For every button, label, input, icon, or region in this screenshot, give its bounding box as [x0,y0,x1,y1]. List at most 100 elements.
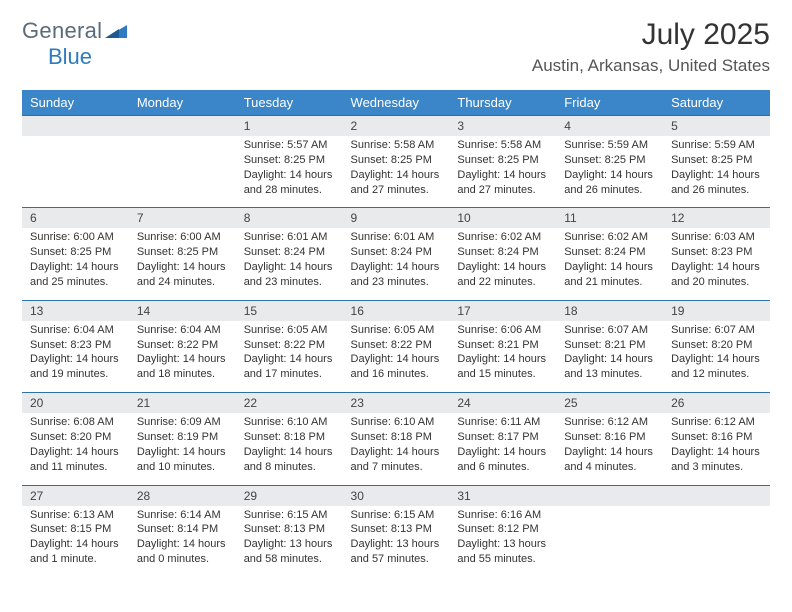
day-number: 17 [449,300,556,321]
day-cell: Sunrise: 6:05 AMSunset: 8:22 PMDaylight:… [343,321,450,393]
sunset-text: Sunset: 8:25 PM [457,153,548,168]
sunrise-text: Sunrise: 6:10 AM [351,415,442,430]
sunrise-text: Sunrise: 6:10 AM [244,415,335,430]
day-header: Sunday [22,90,129,116]
day-cell: Sunrise: 6:12 AMSunset: 8:16 PMDaylight:… [556,413,663,485]
logo-text-general: General [22,18,102,44]
day-cell: Sunrise: 6:16 AMSunset: 8:12 PMDaylight:… [449,506,556,577]
calendar-table: Sunday Monday Tuesday Wednesday Thursday… [22,90,770,577]
sunrise-text: Sunrise: 5:58 AM [351,138,442,153]
sunset-text: Sunset: 8:13 PM [244,522,335,537]
daylight-text: Daylight: 14 hours [30,352,121,367]
logo-triangle-icon [105,18,127,44]
day-cell: Sunrise: 5:58 AMSunset: 8:25 PMDaylight:… [449,136,556,208]
day-number: 19 [663,300,770,321]
day-cell [129,136,236,208]
daylight-text: Daylight: 14 hours [671,445,762,460]
day-number: 28 [129,485,236,506]
daylight-text: and 15 minutes. [457,367,548,382]
day-cell: Sunrise: 6:03 AMSunset: 8:23 PMDaylight:… [663,228,770,300]
logo-text-blue: Blue [48,44,92,70]
sunrise-text: Sunrise: 6:04 AM [137,323,228,338]
daylight-text: and 27 minutes. [351,183,442,198]
day-header-row: Sunday Monday Tuesday Wednesday Thursday… [22,90,770,116]
day-cell: Sunrise: 6:00 AMSunset: 8:25 PMDaylight:… [22,228,129,300]
sunrise-text: Sunrise: 6:14 AM [137,508,228,523]
daylight-text: Daylight: 14 hours [564,260,655,275]
day-number: 12 [663,208,770,229]
day-number: 9 [343,208,450,229]
day-number: 27 [22,485,129,506]
day-cell: Sunrise: 5:57 AMSunset: 8:25 PMDaylight:… [236,136,343,208]
daylight-text: and 24 minutes. [137,275,228,290]
daylight-text: Daylight: 13 hours [244,537,335,552]
sunset-text: Sunset: 8:25 PM [564,153,655,168]
sunset-text: Sunset: 8:25 PM [30,245,121,260]
sunset-text: Sunset: 8:12 PM [457,522,548,537]
day-cell: Sunrise: 6:13 AMSunset: 8:15 PMDaylight:… [22,506,129,577]
sunrise-text: Sunrise: 6:02 AM [564,230,655,245]
sunset-text: Sunset: 8:23 PM [30,338,121,353]
sunrise-text: Sunrise: 6:07 AM [564,323,655,338]
day-number: 29 [236,485,343,506]
logo: General [22,18,127,44]
sunset-text: Sunset: 8:17 PM [457,430,548,445]
sunset-text: Sunset: 8:16 PM [671,430,762,445]
day-cell: Sunrise: 6:09 AMSunset: 8:19 PMDaylight:… [129,413,236,485]
daylight-text: Daylight: 14 hours [244,445,335,460]
daylight-text: and 7 minutes. [351,460,442,475]
day-number: 18 [556,300,663,321]
daylight-text: Daylight: 14 hours [351,352,442,367]
daylight-text: and 10 minutes. [137,460,228,475]
daylight-text: Daylight: 13 hours [351,537,442,552]
sunset-text: Sunset: 8:19 PM [137,430,228,445]
day-number: 11 [556,208,663,229]
week-details-row: Sunrise: 6:13 AMSunset: 8:15 PMDaylight:… [22,506,770,577]
daylight-text: and 58 minutes. [244,552,335,567]
day-cell: Sunrise: 6:01 AMSunset: 8:24 PMDaylight:… [236,228,343,300]
daylight-text: Daylight: 14 hours [671,260,762,275]
daylight-text: and 0 minutes. [137,552,228,567]
daylight-text: Daylight: 14 hours [30,445,121,460]
daylight-text: and 19 minutes. [30,367,121,382]
day-cell: Sunrise: 6:05 AMSunset: 8:22 PMDaylight:… [236,321,343,393]
day-number: 25 [556,393,663,414]
week-number-row: 20212223242526 [22,393,770,414]
daylight-text: Daylight: 14 hours [457,352,548,367]
day-number: 30 [343,485,450,506]
daylight-text: Daylight: 14 hours [244,352,335,367]
day-number: 13 [22,300,129,321]
sunrise-text: Sunrise: 6:00 AM [137,230,228,245]
day-cell: Sunrise: 6:04 AMSunset: 8:22 PMDaylight:… [129,321,236,393]
day-number: 3 [449,116,556,137]
daylight-text: and 23 minutes. [351,275,442,290]
day-number: 21 [129,393,236,414]
daylight-text: Daylight: 14 hours [30,537,121,552]
day-header: Wednesday [343,90,450,116]
day-cell [556,506,663,577]
daylight-text: Daylight: 14 hours [244,168,335,183]
day-header: Friday [556,90,663,116]
sunset-text: Sunset: 8:24 PM [457,245,548,260]
daylight-text: Daylight: 14 hours [457,168,548,183]
daylight-text: Daylight: 14 hours [137,260,228,275]
day-cell: Sunrise: 6:11 AMSunset: 8:17 PMDaylight:… [449,413,556,485]
sunrise-text: Sunrise: 6:15 AM [244,508,335,523]
day-header: Saturday [663,90,770,116]
sunrise-text: Sunrise: 6:12 AM [564,415,655,430]
daylight-text: Daylight: 14 hours [457,260,548,275]
sunset-text: Sunset: 8:24 PM [564,245,655,260]
day-number [663,485,770,506]
sunrise-text: Sunrise: 6:05 AM [351,323,442,338]
daylight-text: and 21 minutes. [564,275,655,290]
day-number: 4 [556,116,663,137]
day-cell: Sunrise: 6:04 AMSunset: 8:23 PMDaylight:… [22,321,129,393]
day-cell: Sunrise: 6:00 AMSunset: 8:25 PMDaylight:… [129,228,236,300]
day-header: Tuesday [236,90,343,116]
sunset-text: Sunset: 8:22 PM [137,338,228,353]
month-title: July 2025 [532,18,770,52]
daylight-text: Daylight: 14 hours [351,260,442,275]
day-cell: Sunrise: 6:01 AMSunset: 8:24 PMDaylight:… [343,228,450,300]
sunset-text: Sunset: 8:22 PM [351,338,442,353]
day-cell: Sunrise: 6:15 AMSunset: 8:13 PMDaylight:… [343,506,450,577]
